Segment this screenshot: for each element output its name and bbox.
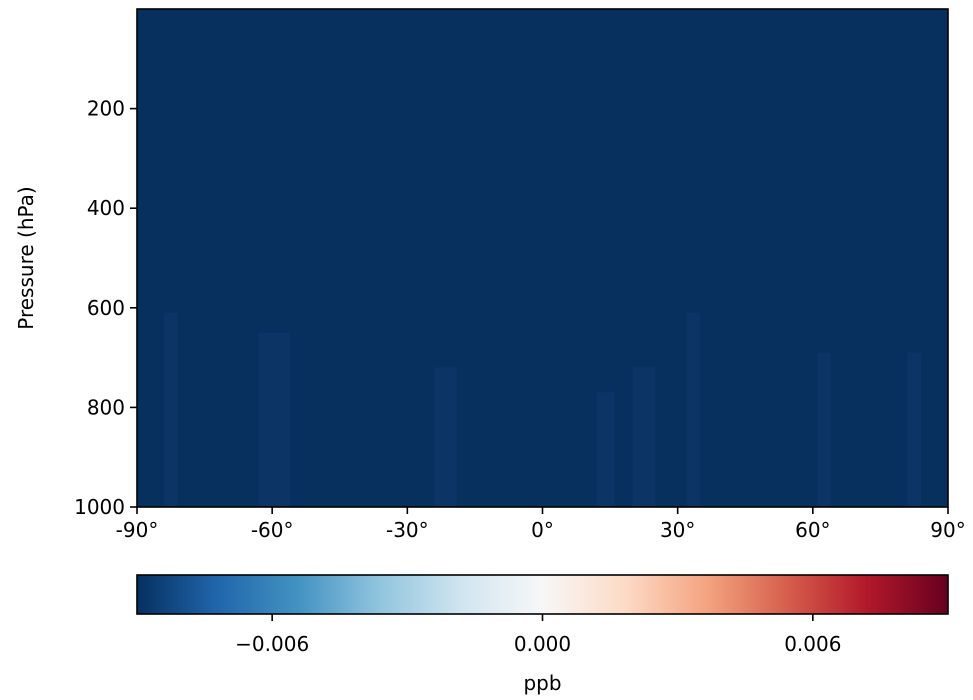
colorbar-bar <box>136 574 949 615</box>
colorbar: −0.006 0.000 0.006 ppb <box>136 574 949 695</box>
colorbar-label: ppb <box>523 671 561 695</box>
faint-columns <box>164 312 921 507</box>
x-tick-label-3: 0° <box>531 518 554 542</box>
y-tick-label-3: 800 <box>87 395 125 419</box>
faint-column-4 <box>632 367 656 507</box>
faint-column-1 <box>258 332 291 507</box>
x-axis: -90° -60° -30° 0° 30° 60° 90° <box>116 507 966 542</box>
y-tick-label-0: 200 <box>87 97 125 121</box>
y-tick-label-4: 1000 <box>74 495 125 519</box>
y-axis: 200 400 600 800 1000 <box>74 97 137 519</box>
colorbar-tick-label-2: 0.006 <box>784 632 841 656</box>
faint-column-6 <box>817 352 831 507</box>
faint-column-3 <box>596 392 615 507</box>
plot-area <box>136 8 949 508</box>
x-tick-label-6: 90° <box>930 518 965 542</box>
x-tick-label-5: 60° <box>795 518 830 542</box>
x-tick-label-4: 30° <box>660 518 695 542</box>
y-tick-label-1: 400 <box>87 196 125 220</box>
faint-column-5 <box>686 312 701 507</box>
colorbar-tick-label-1: 0.000 <box>514 632 571 656</box>
colorbar-ticks: −0.006 0.000 0.006 <box>235 614 841 656</box>
colorbar-tick-label-0: −0.006 <box>235 632 309 656</box>
y-tick-label-2: 600 <box>87 296 125 320</box>
x-tick-label-2: -30° <box>386 518 429 542</box>
faint-column-7 <box>907 352 921 507</box>
faint-column-2 <box>434 367 457 507</box>
faint-column-0 <box>164 312 178 507</box>
y-axis-title: Pressure (hPa) <box>14 186 38 329</box>
x-tick-label-0: -90° <box>116 518 159 542</box>
x-tick-label-1: -60° <box>251 518 294 542</box>
